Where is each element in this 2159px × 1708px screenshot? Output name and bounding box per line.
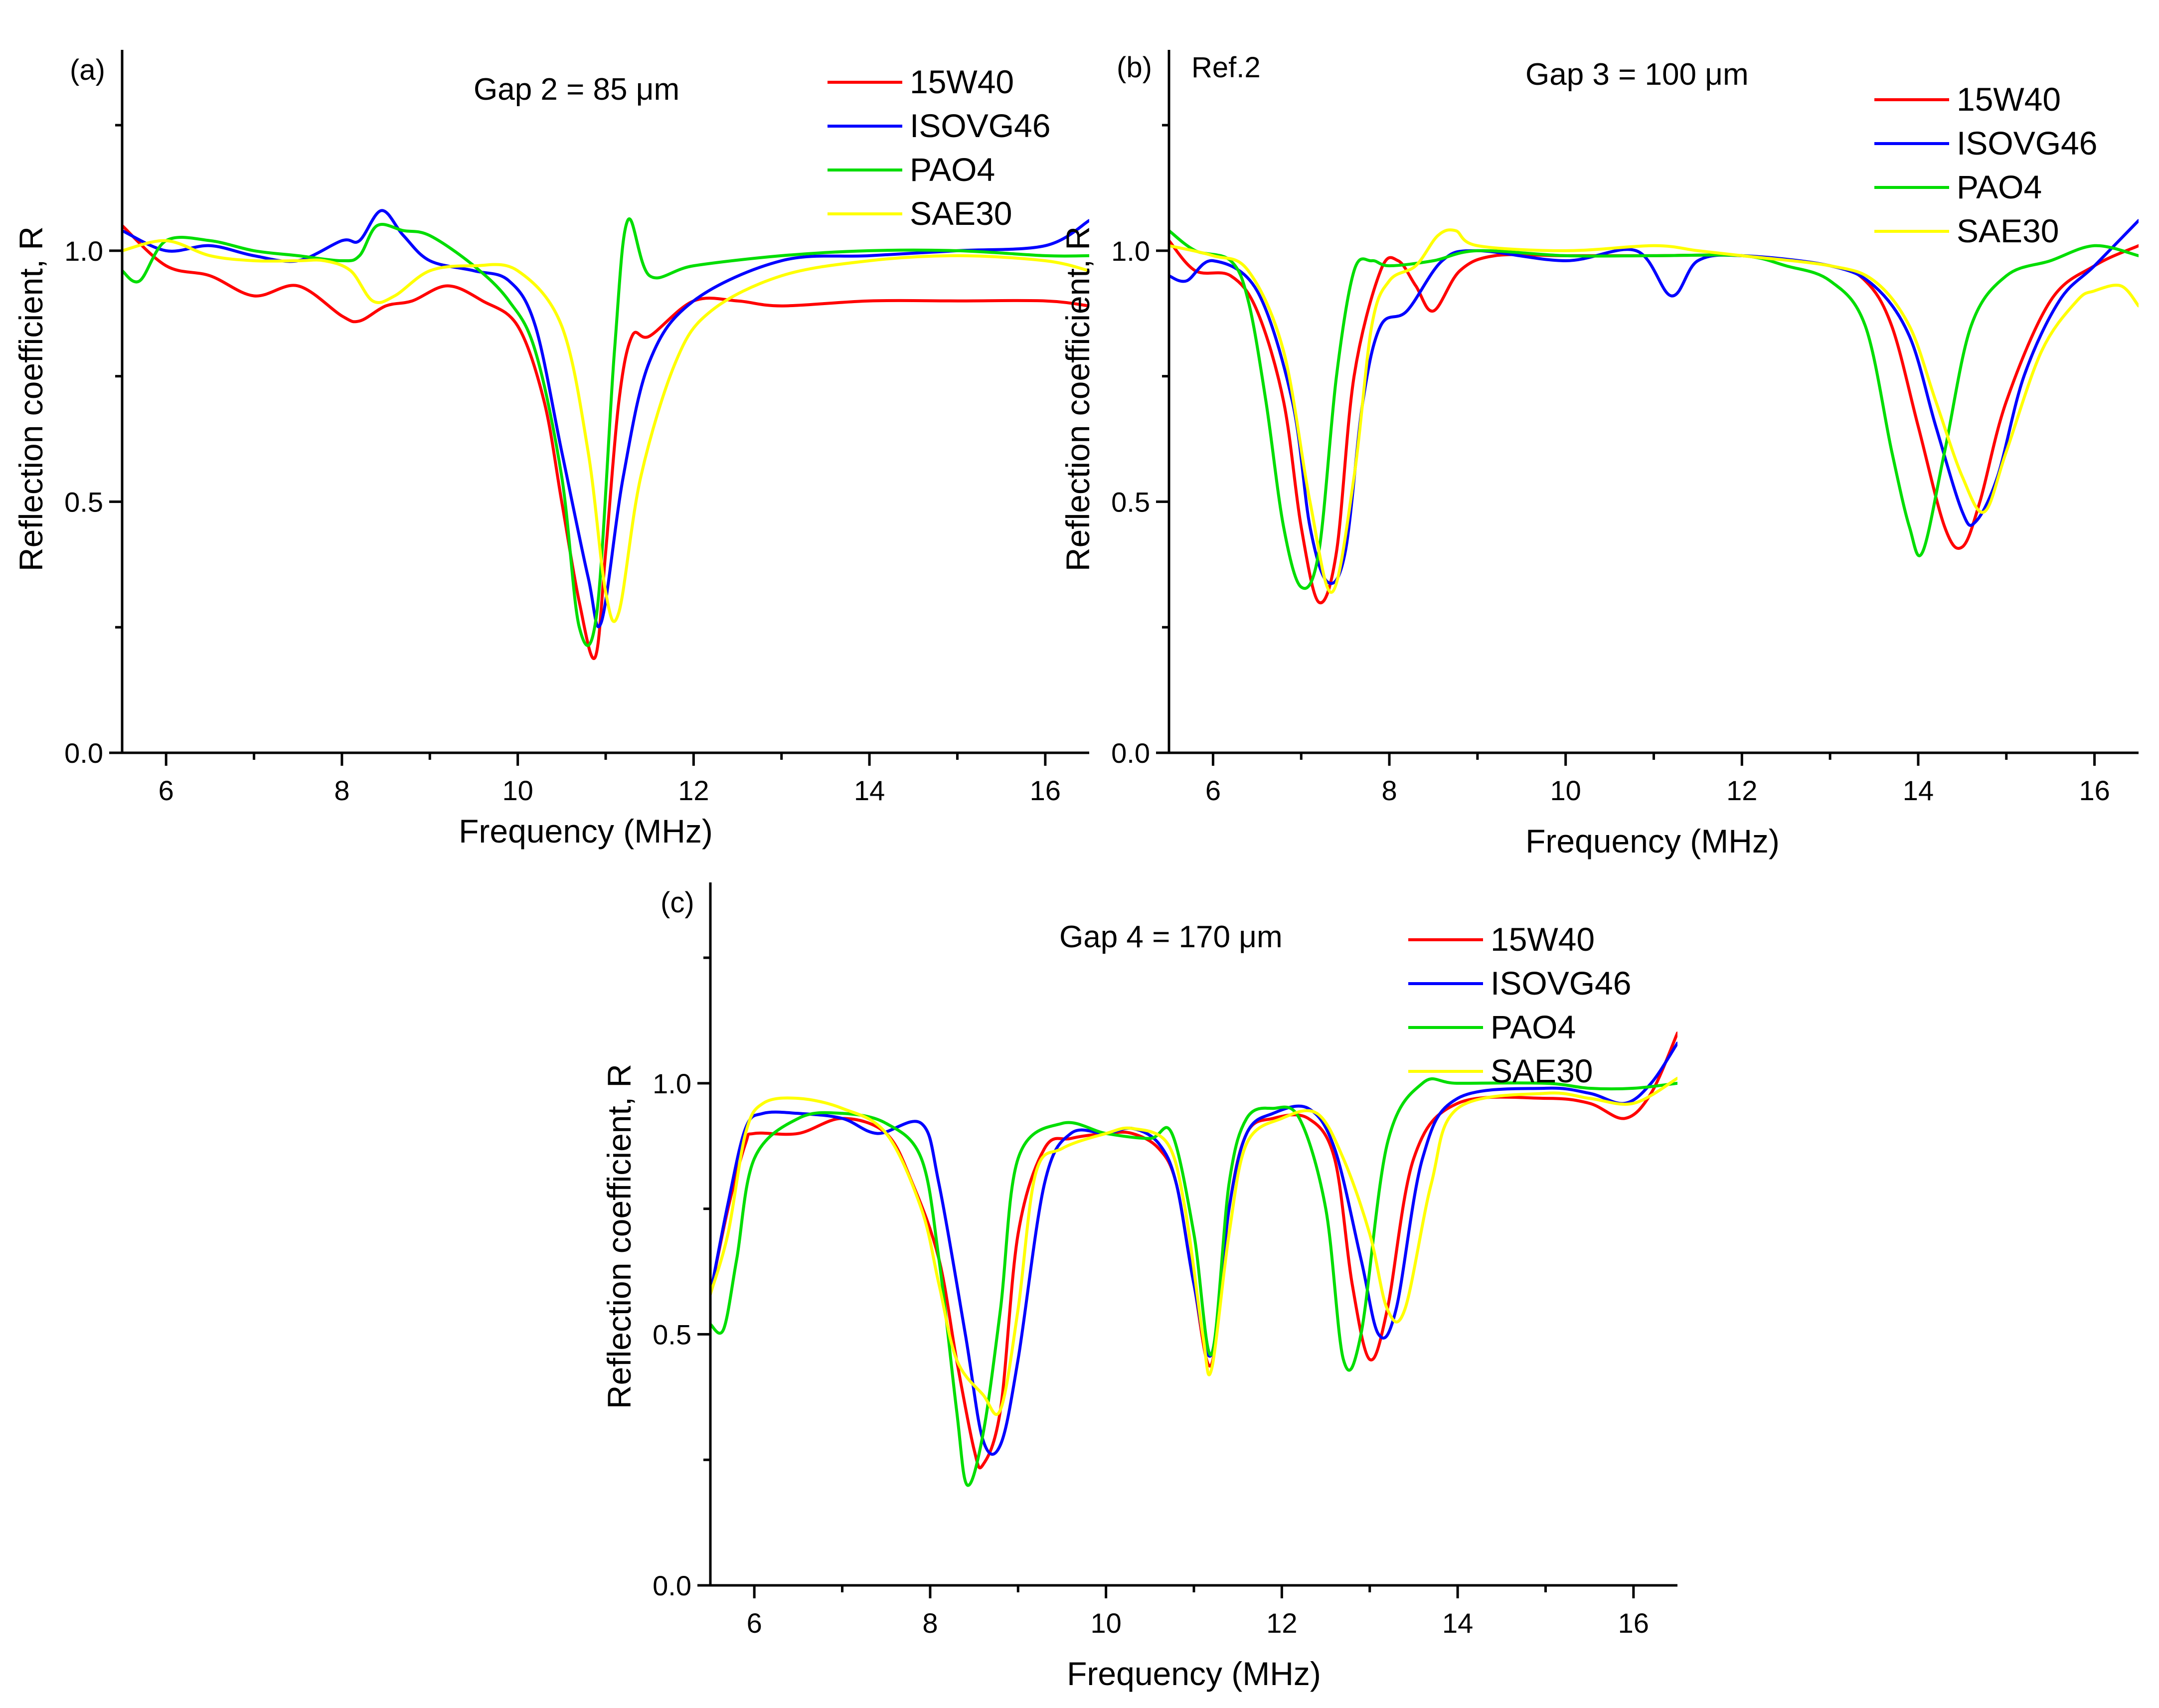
x-tick-label: 6	[159, 775, 174, 806]
legend-label: 15W40	[910, 63, 1014, 100]
y-tick-label: 0.5	[653, 1319, 691, 1350]
x-tick-label: 10	[1090, 1607, 1121, 1639]
series-line-sae30	[1169, 228, 2139, 594]
x-tick-label: 14	[1903, 775, 1934, 806]
x-tick-label: 8	[334, 775, 349, 806]
y-tick-label: 1.0	[64, 235, 103, 267]
gap-annotation: Gap 4 = 170 μm	[1059, 920, 1283, 954]
legend-label: 15W40	[1957, 81, 2061, 118]
x-tick-label: 12	[1266, 1607, 1297, 1639]
series-line-sae30	[122, 239, 1089, 623]
x-tick-label: 6	[747, 1607, 762, 1639]
x-tick-label: 12	[1726, 775, 1757, 806]
x-tick-label: 14	[854, 775, 885, 806]
y-tick-label: 0.0	[64, 737, 103, 769]
x-tick-label: 16	[2079, 775, 2110, 806]
legend-label: 15W40	[1491, 921, 1595, 958]
x-tick-label: 8	[922, 1607, 938, 1639]
y-axis-title: Reflection coefficient, R	[12, 226, 49, 571]
series-line-isovg46	[122, 209, 1089, 628]
panel-label: (b)	[1117, 51, 1152, 84]
y-tick-label: 1.0	[653, 1068, 691, 1099]
panel-c: 6 8 10 12 14 16 0.0 0.5 1.0 Frequency (MHz) Reflec…	[601, 882, 1677, 1692]
x-tick-label: 12	[678, 775, 709, 806]
reference-note: Ref.2	[1191, 51, 1261, 84]
y-axis-title: Reflection coefficient, R	[1059, 226, 1096, 571]
series-line-pao4	[122, 217, 1089, 647]
legend-label: ISOVG46	[1957, 125, 2097, 162]
legend: 15W40 ISOVG46 PAO4 SAE30	[828, 63, 1050, 232]
series-line-15w40	[710, 1031, 1677, 1470]
y-axis-title: Reflection coefficient, R	[601, 1064, 638, 1409]
series-line-isovg46	[710, 1041, 1677, 1456]
x-axis-title: Frequency (MHz)	[459, 813, 713, 850]
gap-annotation: Gap 2 = 85 μm	[474, 72, 679, 107]
legend-label: PAO4	[1491, 1009, 1576, 1045]
x-tick-label: 10	[502, 775, 533, 806]
legend-label: PAO4	[910, 151, 995, 188]
x-tick-label: 14	[1442, 1607, 1473, 1639]
series-line-sae30	[710, 1076, 1677, 1416]
legend: 15W40 ISOVG46 PAO4 SAE30	[1408, 921, 1631, 1089]
legend-label: SAE30	[1957, 212, 2059, 249]
x-tick-label: 8	[1381, 775, 1397, 806]
series-line-15w40	[122, 224, 1089, 660]
x-axis-title: Frequency (MHz)	[1067, 1655, 1321, 1692]
y-tick-label: 0.5	[64, 486, 103, 517]
x-tick-label: 10	[1550, 775, 1581, 806]
legend-label: PAO4	[1957, 169, 2042, 205]
legend: 15W40 ISOVG46 PAO4 SAE30	[1874, 81, 2097, 249]
legend-label: SAE30	[1491, 1052, 1593, 1089]
y-tick-label: 0.0	[653, 1570, 691, 1601]
legend-label: ISOVG46	[1491, 965, 1631, 1002]
panel-label: (a)	[70, 54, 105, 86]
x-tick-label: 16	[1030, 775, 1061, 806]
gap-annotation: Gap 3 = 100 μm	[1525, 57, 1749, 92]
panel-a: 6 8 10 12 14 16 0.0 0.5 1.0 Frequency (MHz) Reflec…	[12, 50, 1089, 850]
y-tick-label: 0.5	[1111, 486, 1150, 517]
y-tick-label: 1.0	[1111, 235, 1150, 267]
x-axis-title: Frequency (MHz)	[1525, 823, 1780, 859]
y-tick-label: 0.0	[1111, 737, 1150, 769]
panel-label: (c)	[661, 886, 694, 919]
series-line-pao4	[710, 1077, 1677, 1487]
legend-label: SAE30	[910, 195, 1012, 232]
legend-label: ISOVG46	[910, 107, 1050, 144]
series-line-pao4	[1169, 229, 2139, 590]
x-tick-label: 6	[1205, 775, 1221, 806]
x-tick-label: 16	[1618, 1607, 1649, 1639]
series-line-isovg46	[1169, 219, 2139, 585]
panel-b: 6 8 10 12 14 16 0.0 0.5 1.0 Frequency (MHz) Reflec…	[1059, 50, 2139, 859]
